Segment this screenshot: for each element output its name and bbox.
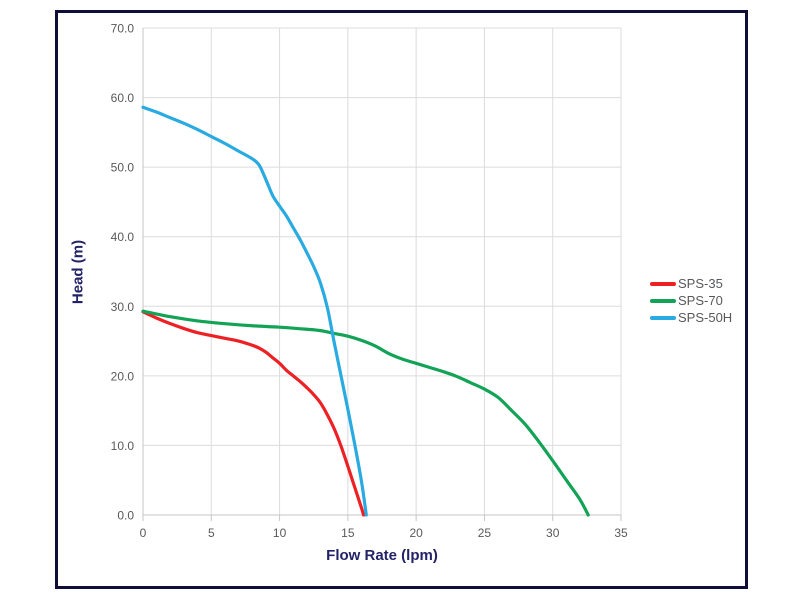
y-tick-label: 0.0 <box>117 509 134 523</box>
legend-swatch-sps-70 <box>650 298 676 303</box>
x-tick-label: 15 <box>341 526 355 540</box>
y-tick-label: 30.0 <box>111 300 135 314</box>
y-tick-label: 10.0 <box>111 439 135 453</box>
x-tick-label: 20 <box>409 526 423 540</box>
x-tick-label: 35 <box>614 526 628 540</box>
y-tick-label: 50.0 <box>111 161 135 175</box>
y-tick-label: 40.0 <box>111 230 135 244</box>
legend-swatch-sps-35 <box>650 281 676 286</box>
x-axis-title: Flow Rate (lpm) <box>326 547 438 564</box>
y-tick-label: 20.0 <box>111 369 135 383</box>
y-tick-label: 70.0 <box>111 22 135 36</box>
x-tick-label: 10 <box>273 526 287 540</box>
x-tick-label: 30 <box>546 526 560 540</box>
curve-sps-50h <box>141 105 368 517</box>
chart-frame: 0 5 10 15 20 25 30 35 0.0 10.0 20.0 30.0 40.0 50.0 60.… <box>55 10 748 589</box>
legend-item-sps-70: SPS-70 <box>650 292 732 309</box>
curve-sps-70 <box>141 309 590 517</box>
legend-swatch-sps-50h <box>650 315 676 320</box>
legend-label-sps-70: SPS-70 <box>678 293 723 308</box>
x-tick-label: 5 <box>208 526 215 540</box>
legend: SPS-35 SPS-70 SPS-50H <box>650 275 732 326</box>
legend-label-sps-35: SPS-35 <box>678 276 723 291</box>
legend-item-sps-35: SPS-35 <box>650 275 732 292</box>
pump-performance-chart: 0 5 10 15 20 25 30 35 0.0 10.0 20.0 30.0 40.0 50.0 60.… <box>111 22 628 541</box>
curve-sps-35 <box>141 310 366 517</box>
legend-item-sps-50h: SPS-50H <box>650 309 732 326</box>
x-tick-label: 25 <box>478 526 492 540</box>
x-tick-label: 0 <box>140 526 147 540</box>
legend-label-sps-50h: SPS-50H <box>678 310 733 325</box>
y-axis-title: Head (m) <box>69 239 87 305</box>
y-tick-label: 60.0 <box>111 91 135 105</box>
